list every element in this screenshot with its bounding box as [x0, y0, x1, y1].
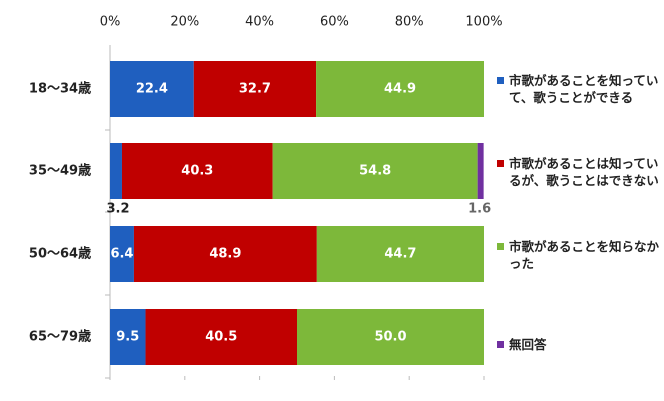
legend-swatch — [497, 160, 504, 167]
bar-segment — [133, 226, 317, 282]
x-tick-label: 40% — [245, 15, 274, 30]
bar-segment — [145, 309, 297, 365]
data-label: 6.4 — [110, 247, 133, 262]
x-tick-label: 100% — [465, 15, 502, 30]
category-label: 18〜34歳 — [29, 81, 91, 97]
legend-swatch — [497, 243, 504, 250]
bar-segment — [272, 143, 478, 199]
bar-segment — [316, 61, 484, 117]
data-label: 22.4 — [136, 82, 168, 97]
x-tick-label: 80% — [395, 15, 424, 30]
data-label: 48.9 — [209, 247, 241, 262]
legend-label: 市歌があることを知らなかった — [509, 239, 660, 271]
x-tick-label: 60% — [320, 15, 349, 30]
data-label: 32.7 — [239, 82, 271, 97]
category-label: 50〜64歳 — [29, 246, 91, 262]
bar-segment — [110, 226, 134, 282]
data-label: 50.0 — [374, 330, 406, 345]
legend-label: 無回答 — [509, 337, 547, 352]
data-label: 3.2 — [106, 202, 129, 217]
bar-segment — [110, 61, 194, 117]
bar-segment — [477, 143, 484, 199]
data-label: 40.5 — [205, 330, 237, 345]
legend-item: 市歌があることを知っていて、歌うことができる — [497, 72, 664, 106]
legend-label: 市歌があることは知っているが、歌うことはできない — [509, 156, 659, 188]
category-label: 35〜49歳 — [29, 163, 91, 179]
bar-segment — [316, 226, 484, 282]
bar-segment — [110, 143, 122, 199]
data-label: 54.8 — [359, 164, 391, 179]
legend-swatch — [497, 341, 504, 348]
bar-segment — [297, 309, 484, 365]
bar-segment — [193, 61, 317, 117]
legend-item: 市歌があることを知らなかった — [497, 238, 664, 272]
data-label: 40.3 — [181, 164, 213, 179]
legend-label: 市歌があることを知っていて、歌うことができる — [509, 73, 659, 105]
data-label: 44.9 — [384, 82, 416, 97]
data-label: 9.5 — [116, 330, 139, 345]
data-label: 44.7 — [384, 247, 416, 262]
bar-segment — [110, 309, 146, 365]
legend-swatch — [497, 77, 504, 84]
data-label: 1.6 — [468, 202, 491, 217]
x-tick-label: 0% — [100, 15, 121, 30]
legend-item: 無回答 — [497, 336, 664, 353]
bar-segment — [121, 143, 273, 199]
category-label: 65〜79歳 — [29, 329, 91, 345]
x-tick-label: 20% — [170, 15, 199, 30]
legend-item: 市歌があることは知っているが、歌うことはできない — [497, 155, 664, 189]
